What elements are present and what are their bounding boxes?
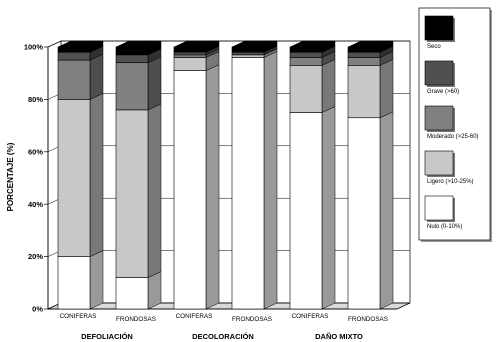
legend-label: Grave (>60) — [427, 89, 459, 95]
bar-1-segment-3 — [115, 54, 149, 64]
legend-label: Seco — [427, 44, 441, 50]
legend-item: Grave (>60) — [424, 60, 459, 95]
category-label: FRONDOSAS — [116, 316, 156, 323]
legend-swatch — [424, 105, 454, 131]
bar-5-segment-0-side — [379, 111, 394, 310]
gridline — [47, 40, 410, 48]
bar-3-top — [231, 40, 278, 48]
bar-0-segment-0-side — [89, 250, 104, 310]
bar-1 — [115, 40, 162, 310]
legend-label: Moderado (>25-60) — [427, 134, 479, 140]
bar-2-segment-0 — [173, 70, 207, 310]
bar-0-segment-2-side — [89, 53, 104, 100]
y-tick-label: 60% — [28, 147, 43, 156]
bar-4-top — [289, 40, 336, 48]
y-axis: 0% 20% 40% 60% 80% 100% — [24, 43, 397, 314]
bar-4-segment-1-side — [321, 58, 336, 113]
legend-item: Ligero (>10-25%) — [424, 150, 474, 185]
legend-swatch — [424, 195, 454, 221]
bar-3-segment-3 — [231, 51, 265, 56]
legend-item: Nulo (0-10%) — [424, 195, 462, 230]
bar-1-segment-0 — [115, 277, 149, 310]
bar-1-segment-2 — [115, 62, 149, 111]
category-label: CONIFERAS — [292, 313, 329, 320]
bar-4-segment-4 — [289, 46, 323, 53]
bar-5-segment-4 — [347, 46, 381, 53]
bar-0-segment-1-side — [89, 93, 104, 257]
bar-4 — [289, 40, 336, 310]
category-label: FRONDOSAS — [348, 316, 388, 323]
bar-0-segment-0 — [57, 256, 91, 310]
legend-label: Nulo (0-10%) — [427, 224, 462, 230]
bar-2-segment-2 — [173, 54, 207, 58]
bar-4-segment-0 — [289, 112, 323, 310]
bar-2-segment-3 — [173, 51, 207, 56]
bar-0-top — [57, 40, 104, 48]
bar-2-top — [173, 40, 220, 48]
y-tick-label: 100% — [24, 43, 44, 52]
group-label: DECOLORACIÓN — [192, 332, 254, 341]
category-label: CONIFERAS — [60, 313, 97, 320]
bar-0-segment-2 — [57, 59, 91, 100]
bar-2-segment-1 — [173, 57, 207, 71]
y-tick-label: 0% — [32, 305, 43, 314]
y-axis-title: PORCENTAJE (%) — [6, 142, 15, 211]
bar-5-segment-1 — [347, 65, 381, 119]
bar-5 — [347, 40, 394, 310]
bar-5-segment-2 — [347, 57, 381, 66]
bar-5-segment-0 — [347, 117, 381, 310]
bar-0 — [57, 40, 104, 310]
legend-item: Moderado (>25-60) — [424, 105, 479, 140]
category-label: FRONDOSAS — [232, 316, 272, 323]
bar-1-top — [115, 40, 162, 48]
category-label: CONIFERAS — [176, 313, 213, 320]
bar-2-segment-4 — [173, 46, 207, 53]
legend-label: Ligero (>10-25%) — [427, 179, 474, 185]
y-tick-label: 20% — [28, 252, 43, 261]
bar-5-top — [347, 40, 394, 48]
bars — [57, 40, 394, 310]
group-label: DAÑO MIXTO — [315, 332, 363, 341]
bar-3-segment-0-side — [263, 51, 278, 310]
bar-0-segment-1 — [57, 99, 91, 257]
legend-item: Seco — [424, 15, 455, 50]
legend-swatch — [424, 150, 454, 176]
bar-4-segment-2 — [289, 57, 323, 66]
bar-2-segment-0-side — [205, 64, 220, 310]
bar-0-segment-4 — [57, 46, 91, 53]
bar-4-segment-1 — [289, 65, 323, 113]
legend-swatch — [424, 15, 454, 41]
bar-5-segment-1-side — [379, 58, 394, 119]
bar-2 — [173, 40, 220, 310]
bar-1-segment-4 — [115, 46, 149, 56]
bar-3-segment-1 — [231, 54, 265, 58]
bar-5-segment-3 — [347, 51, 381, 58]
legend: Seco Grave (>60) Moderado (>25-60) Ligero (… — [418, 7, 492, 242]
y-tick-label: 80% — [28, 95, 43, 104]
group-label: DEFOLIACIÓN — [81, 332, 133, 341]
bar-3-segment-4 — [231, 46, 265, 53]
bar-0-segment-3 — [57, 51, 91, 61]
y-tick-label: 40% — [28, 200, 43, 209]
bar-1-segment-0-side — [147, 271, 162, 310]
bar-1-segment-1 — [115, 109, 149, 278]
bar-3 — [231, 40, 278, 310]
bar-3-segment-0 — [231, 57, 265, 310]
bar-4-segment-0-side — [321, 106, 336, 310]
bar-1-segment-2-side — [147, 56, 162, 111]
legend-swatch — [424, 60, 454, 86]
bar-1-segment-1-side — [147, 103, 162, 278]
bar-4-segment-3 — [289, 51, 323, 58]
